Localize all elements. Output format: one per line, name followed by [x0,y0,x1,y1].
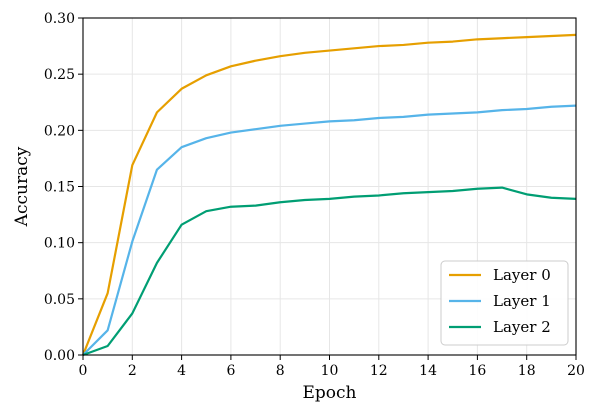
series-line-layer-1 [82,104,577,356]
x-axis-label: Epoch [303,383,357,403]
y-axis-label: Accuracy [12,146,32,227]
y-tick-label: 0.20 [44,123,75,139]
x-tick-label: 2 [128,363,137,379]
x-axis: 0 2 4 6 8 10 12 14 16 18 20 [79,355,585,379]
y-tick-label: 0.05 [44,292,75,308]
y-axis: 0.00 0.05 0.10 0.15 0.20 0.25 0.30 [44,11,83,364]
legend-box [440,260,569,346]
x-tick-label: 14 [419,363,437,379]
x-tick-label: 8 [276,363,285,379]
x-tick-label: 16 [468,363,486,379]
series-line-layer-0 [81,33,577,356]
legend-label-layer-1: Layer 1 [493,292,551,310]
x-tick-label: 18 [518,363,536,379]
legend-label-layer-0: Layer 0 [493,266,551,284]
x-tick-label: 20 [567,363,585,379]
series-line-layer-2 [82,186,577,357]
x-tick-label: 4 [177,363,186,379]
y-tick-label: 0.15 [44,180,75,196]
y-tick-label: 0.00 [44,348,75,364]
y-tick-label: 0.25 [44,67,75,83]
y-tick-label: 0.10 [44,236,75,252]
legend: Layer 0 Layer 1 Layer 2 [440,260,569,346]
x-tick-label: 0 [79,363,88,379]
series-lines [81,33,577,357]
legend-label-layer-2: Layer 2 [493,318,551,336]
y-tick-label: 0.30 [44,11,75,27]
x-tick-label: 6 [226,363,235,379]
x-tick-label: 12 [370,363,388,379]
x-tick-label: 10 [321,363,339,379]
